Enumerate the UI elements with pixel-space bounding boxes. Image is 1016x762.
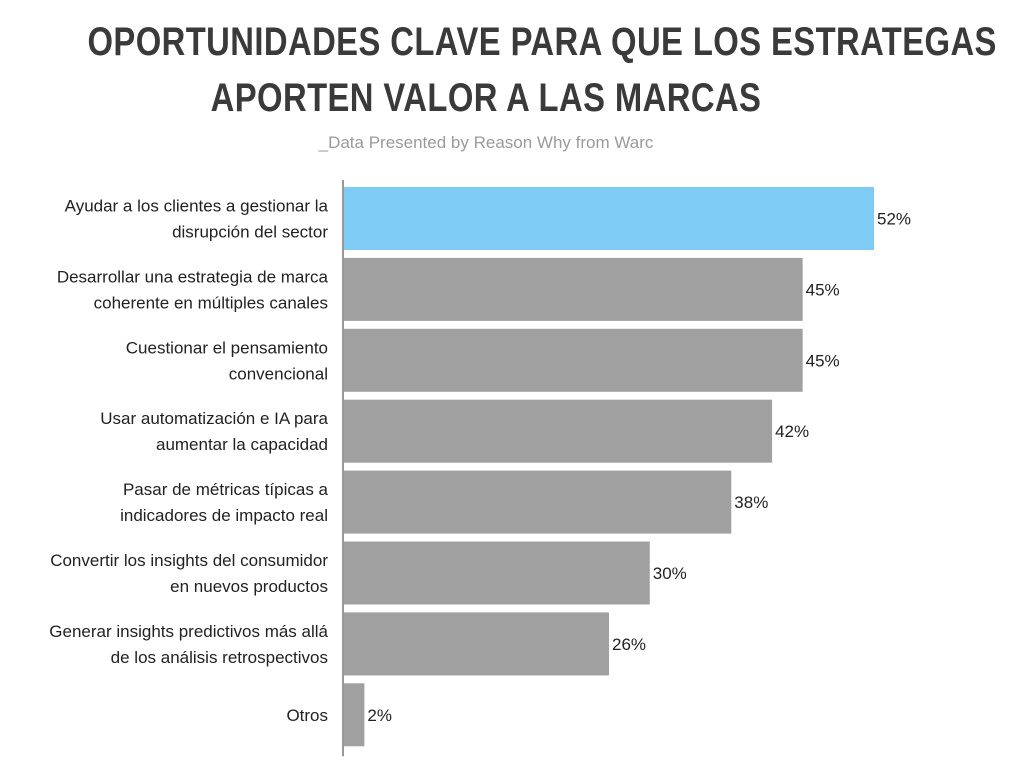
category-label: Pasar de métricas típicas a <box>123 480 329 499</box>
category-label: convencional <box>229 364 328 383</box>
category-label: indicadores de impacto real <box>120 506 328 525</box>
value-label: 38% <box>734 493 768 512</box>
category-label: de los análisis retrospectivos <box>111 648 328 667</box>
category-label: disrupción del sector <box>172 223 328 242</box>
bar <box>344 470 732 534</box>
bar <box>344 541 650 605</box>
bar <box>344 257 803 321</box>
bar <box>344 612 609 676</box>
chart-subtitle: _Data Presented by Reason Why from Warc <box>318 133 654 152</box>
bar <box>344 399 773 463</box>
chart-title-line-2: APORTEN VALOR A LAS MARCAS <box>210 76 762 120</box>
value-label: 2% <box>367 706 392 725</box>
category-label: Otros <box>286 706 328 725</box>
bar <box>344 328 803 392</box>
bar <box>344 683 365 747</box>
value-label: 30% <box>653 564 687 583</box>
category-label: Cuestionar el pensamiento <box>126 338 328 357</box>
category-label: coherente en múltiples canales <box>94 293 328 312</box>
value-label: 45% <box>806 280 840 299</box>
category-label: Convertir los insights del consumidor <box>50 551 328 570</box>
bar <box>344 187 874 250</box>
value-label: 42% <box>775 422 809 441</box>
value-label: 52% <box>877 210 911 229</box>
chart-title-line-1: OPORTUNIDADES CLAVE PARA QUE LOS ESTRATE… <box>87 20 997 64</box>
category-label: Usar automatización e IA para <box>100 409 328 428</box>
category-label: aumentar la capacidad <box>156 435 328 454</box>
category-label: Desarrollar una estrategia de marca <box>57 267 329 286</box>
category-label: en nuevos productos <box>170 577 328 596</box>
value-label: 45% <box>806 351 840 370</box>
category-label: Ayudar a los clientes a gestionar la <box>65 197 329 216</box>
category-label: Generar insights predictivos más allá <box>49 622 328 641</box>
chart-title: OPORTUNIDADES CLAVE PARA QUE LOS ESTRATE… <box>87 14 997 126</box>
value-label: 26% <box>612 635 646 654</box>
